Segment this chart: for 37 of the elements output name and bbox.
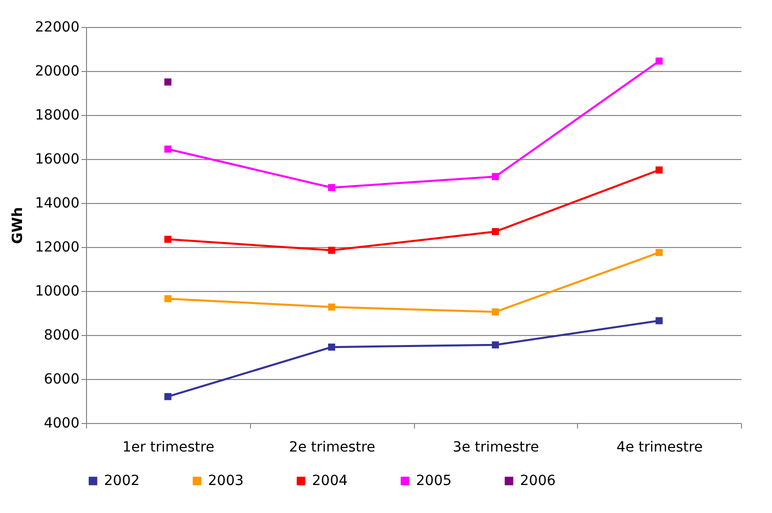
y-tick-label: 10000 [34,284,80,300]
x-tick-label: 2e trimestre [289,440,376,456]
point [164,236,172,243]
point [492,173,499,180]
point [164,393,172,400]
point [328,246,336,254]
point [656,166,663,174]
y-tick-label: 4000 [44,416,80,432]
point [492,308,499,316]
y-tick-label: 14000 [34,196,80,212]
point [328,344,336,351]
y-axis-title: GWh [10,207,26,244]
point [492,341,499,348]
y-tick-label: 18000 [34,108,80,124]
point [656,317,663,324]
point [656,248,663,256]
y-tick-label: 20000 [34,64,80,80]
legend-label: 2005 [416,473,452,489]
x-tick-label: 1er trimestre [122,440,214,456]
legend-label: 2006 [520,473,556,489]
legend-label: 2004 [312,473,348,489]
point [164,295,172,302]
legend-label: 2003 [208,473,244,489]
y-tick-label: 16000 [34,152,80,168]
y-tick-label: 22000 [34,20,80,36]
y-tick-label: 12000 [34,240,80,256]
point [164,78,172,86]
point [656,58,663,65]
point [492,228,499,236]
y-tick-label: 6000 [44,372,80,388]
point [328,184,336,192]
point [164,146,172,153]
point [328,304,336,311]
y-tick-label: 8000 [44,328,80,344]
x-tick-label: 4e trimestre [616,440,703,456]
legend-label: 2002 [104,473,140,489]
x-tick-label: 3e trimestre [452,440,539,456]
